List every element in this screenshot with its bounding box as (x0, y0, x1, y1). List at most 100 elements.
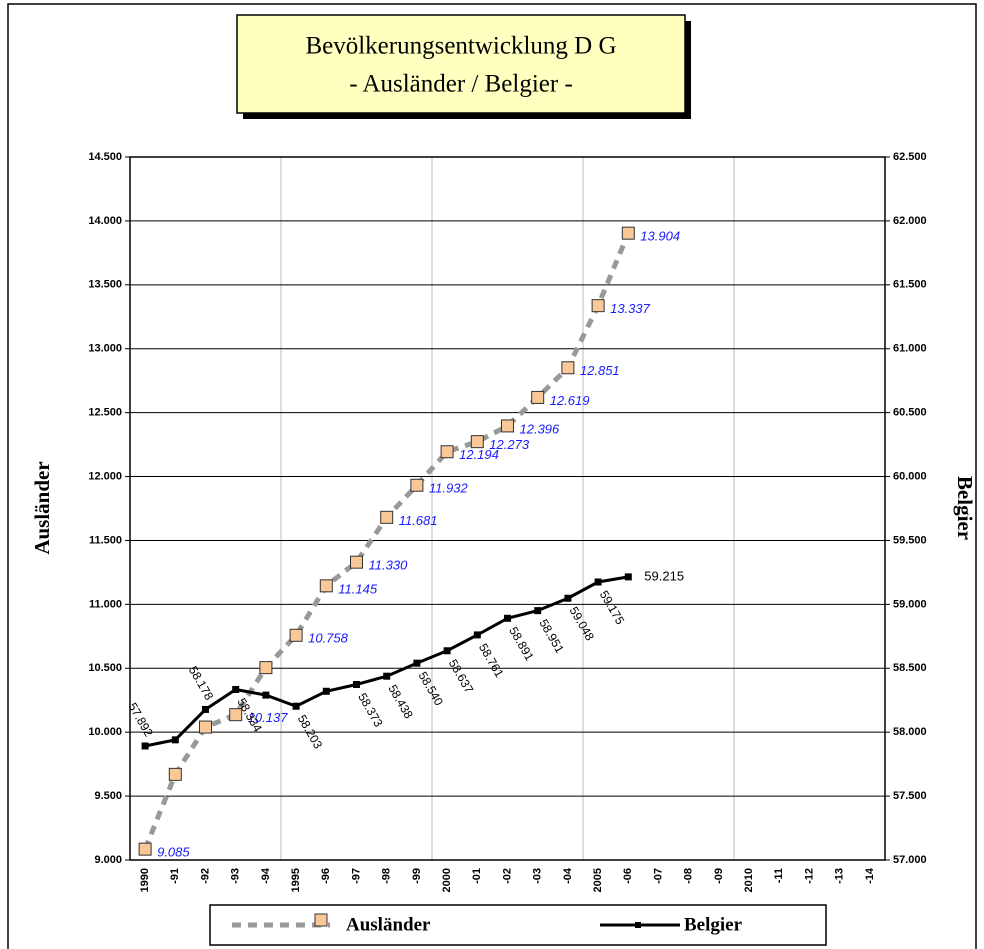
point-marker (262, 691, 270, 699)
point-marker (621, 226, 635, 240)
x-tick-label: -97 (350, 868, 362, 884)
x-tick-label: -06 (622, 868, 634, 884)
y-tick-label: 12.500 (88, 407, 122, 419)
x-tick-label: 2010 (743, 868, 755, 892)
y-tick-label: 13.500 (88, 279, 122, 291)
x-tick-label: -11 (773, 868, 785, 883)
x-tick-label: -91 (169, 868, 181, 884)
data-label: 10.758 (308, 631, 349, 646)
point-marker (199, 720, 212, 734)
y2-tick-label: 61.000 (893, 343, 927, 355)
x-tick-label: -08 (683, 868, 695, 884)
title-box (236, 14, 686, 114)
y-tick-label: 11.000 (89, 598, 122, 610)
point-marker (504, 614, 511, 622)
data-label: 12.851 (580, 363, 620, 378)
x-tick-label: 2005 (592, 868, 604, 892)
y-tick-label: 14.500 (88, 151, 122, 163)
point-marker (259, 661, 273, 675)
point-marker (232, 685, 240, 693)
y-tick-label: 9.500 (94, 790, 122, 802)
point-marker (501, 419, 514, 433)
x-tick-label: -07 (652, 868, 664, 884)
page-border (7, 3, 977, 949)
x-tick-label: -92 (199, 868, 211, 884)
point-marker (470, 435, 484, 449)
legend-label: Belgier (684, 914, 743, 935)
x-tick-label: -01 (471, 868, 483, 884)
data-label: 13.904 (640, 229, 680, 244)
data-label: 9.085 (157, 845, 190, 860)
x-tick-label: -94 (260, 867, 272, 884)
point-marker (443, 647, 451, 655)
data-label: 10.137 (248, 710, 289, 725)
point-marker (292, 702, 300, 710)
data-label: 11.681 (399, 513, 438, 528)
y-tick-label: 13.000 (88, 343, 122, 355)
point-marker (534, 607, 542, 615)
legend-marker (635, 922, 641, 928)
data-label: 12.619 (550, 393, 590, 408)
legend-marker (314, 913, 328, 927)
point-marker (591, 299, 605, 313)
point-marker (383, 672, 391, 680)
x-tick-label: -03 (532, 868, 544, 884)
y-tick-label: 9.000 (94, 854, 122, 866)
y2-tick-label: 62.500 (893, 151, 927, 163)
point-marker (141, 742, 149, 750)
x-tick-label: -99 (411, 868, 423, 884)
x-tick-label: -13 (834, 868, 846, 884)
y2-tick-label: 60.500 (893, 407, 927, 419)
x-tick-label: -98 (381, 868, 393, 884)
y2-tick-label: 59.000 (893, 598, 927, 610)
x-tick-label: 1995 (290, 868, 302, 892)
point-marker (413, 659, 421, 667)
point-marker (561, 361, 575, 375)
y2-tick-label: 58.500 (893, 662, 927, 674)
plot-frame (129, 156, 886, 861)
x-tick-label: 2000 (441, 868, 453, 892)
y-tick-label: 10.500 (88, 662, 122, 674)
point-marker (564, 594, 572, 602)
point-marker (319, 579, 333, 593)
data-label: 13.337 (610, 301, 651, 316)
data-label: 11.932 (429, 481, 469, 496)
y-tick-label: 12.000 (88, 470, 122, 482)
x-tick-label: -02 (501, 868, 513, 884)
y2-tick-label: 62.000 (893, 215, 927, 227)
point-marker (322, 687, 330, 695)
y2-tick-label: 59.500 (893, 534, 927, 546)
x-tick-label: 1990 (139, 868, 151, 892)
point-marker (473, 631, 481, 639)
x-tick-label: -09 (713, 868, 725, 884)
x-tick-label: -96 (320, 868, 332, 884)
y2-tick-label: 61.500 (893, 279, 927, 291)
data-label: 11.330 (369, 558, 409, 573)
data-label: 59.215 (644, 568, 684, 583)
point-marker (594, 578, 602, 586)
point-marker (289, 628, 303, 642)
data-label: 12.396 (520, 421, 561, 436)
plot-area (130, 157, 885, 860)
y-axis-title: Ausländer (30, 461, 54, 554)
point-marker (138, 842, 152, 856)
legend-label: Ausländer (346, 914, 431, 935)
y-tick-label: 11.500 (89, 534, 122, 546)
point-marker (624, 573, 632, 581)
point-marker (202, 705, 209, 713)
y2-tick-label: 58.000 (893, 726, 927, 738)
point-marker (171, 736, 179, 744)
x-tick-label: -04 (562, 867, 574, 884)
point-marker (229, 708, 243, 722)
data-label: 12.194 (459, 447, 499, 462)
y-tick-label: 10.000 (88, 726, 122, 738)
point-marker (350, 555, 363, 569)
point-marker (380, 510, 394, 524)
point-marker (440, 445, 454, 459)
y2-axis-title: Belgier (953, 476, 977, 540)
chart-title: Bevölkerungsentwicklung D G (305, 33, 616, 60)
x-tick-label: -93 (230, 868, 242, 884)
x-tick-label: -12 (803, 868, 815, 884)
x-tick-label: -14 (864, 867, 876, 884)
